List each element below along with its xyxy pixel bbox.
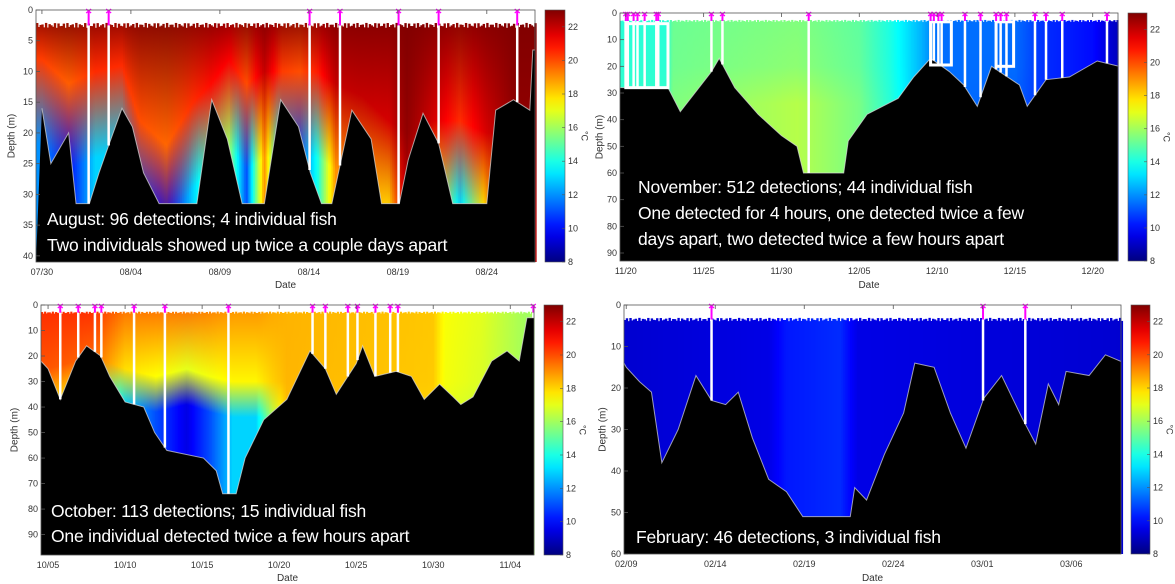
temperature-column [105, 22, 108, 263]
temperature-column [190, 25, 194, 262]
temperature-column [178, 23, 181, 263]
temperature-column [169, 24, 172, 262]
temperature-column [48, 24, 51, 262]
temperature-column [165, 22, 169, 262]
temperature-column [80, 25, 83, 263]
temperature-column [57, 23, 60, 262]
temperature-column [196, 22, 199, 262]
temperature-column [192, 23, 195, 263]
temperature-column [53, 23, 57, 263]
temperature-column [173, 27, 176, 263]
temperature-column [100, 25, 103, 262]
temperature-column [164, 27, 167, 263]
temperature-column [82, 26, 85, 263]
temperature-column [139, 24, 142, 262]
temperature-column [92, 23, 96, 263]
temperature-column [85, 27, 89, 262]
temperature-column [148, 23, 151, 262]
temperature-column [71, 24, 74, 262]
temperature-column [76, 27, 80, 262]
temperature-column [69, 25, 73, 263]
temperature-column [140, 24, 144, 262]
temperature-column [199, 24, 203, 263]
temperature-column [157, 23, 160, 262]
temperature-column [167, 27, 171, 262]
temperature-column [142, 27, 146, 262]
temperature-column [78, 24, 82, 262]
temperature-column [176, 27, 179, 262]
temperature-column [171, 24, 174, 262]
temperature-column [59, 26, 62, 262]
temperature-column [101, 24, 105, 262]
temperature-column [181, 26, 185, 262]
temperature-column [73, 27, 76, 263]
temperature-column [84, 23, 87, 262]
august-panel: 07/30 08/04 08/09 08/14 08/19 08/240510152025… [7, 5, 590, 291]
temperature-column [91, 26, 94, 263]
temperature-column [187, 23, 190, 262]
temperature-column [185, 27, 188, 263]
temperature-column [197, 27, 201, 262]
temperature-column [149, 25, 153, 262]
temperature-column [151, 26, 155, 262]
temperature-column [37, 27, 41, 262]
temperature-column [155, 27, 158, 263]
temperature-column [94, 27, 98, 262]
temperature-column [96, 23, 99, 262]
temperature-column [194, 27, 197, 262]
temperature-column [137, 27, 140, 263]
temperature-column [180, 25, 183, 263]
temperature-column [75, 22, 78, 262]
temperature-column [89, 25, 92, 262]
temperature-column [203, 27, 206, 262]
temperature-column [50, 25, 53, 263]
temperature-column [160, 25, 163, 262]
temperature-column [135, 22, 139, 262]
temperature-column [98, 26, 101, 262]
temperature-column [55, 27, 58, 263]
temperature-column [189, 26, 192, 262]
temperature-column [158, 26, 162, 262]
temperature-column [183, 23, 187, 262]
temperature-column [162, 23, 165, 263]
temperature-column [174, 22, 178, 262]
temperature-column [36, 22, 39, 263]
temperature-column [153, 23, 156, 263]
temperature-column [144, 22, 147, 262]
temperature-column [146, 27, 149, 263]
temperature-column [103, 27, 107, 263]
temperature-column [201, 24, 204, 263]
temperature-column [52, 26, 55, 263]
